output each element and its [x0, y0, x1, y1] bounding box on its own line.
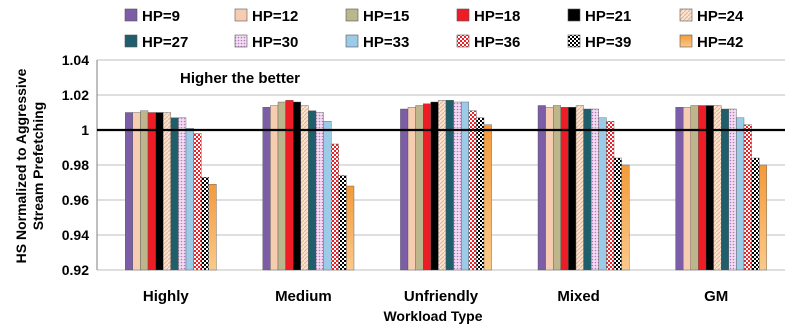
x-tick-label: Mixed: [557, 288, 600, 305]
bar-hp-21-mixed: [568, 107, 577, 271]
bar-hp-12-unfriendly: [407, 107, 416, 271]
x-axis-title: Workload Type: [383, 308, 482, 324]
bar-hp-33-gm: [736, 117, 745, 271]
legend-label: HP=27: [142, 34, 188, 51]
bar-hp-21-highly: [155, 112, 164, 271]
bar-hp-39-gm: [751, 157, 760, 271]
bar-hp-36-mixed: [606, 121, 615, 271]
y-tick-label: 0.92: [62, 262, 89, 278]
y-tick-label: 1.02: [62, 87, 89, 103]
bar-hp-15-medium: [277, 101, 286, 271]
bar-hp-12-gm: [683, 107, 692, 271]
bar-hp-30-gm: [728, 108, 737, 271]
bar-hp-27-medium: [308, 110, 317, 271]
legend-label: HP=36: [474, 34, 520, 51]
bar-hp-42-unfriendly: [483, 124, 492, 271]
bars: [124, 100, 768, 271]
legend-label: HP=39: [585, 34, 631, 51]
y-tick-label: 0.98: [62, 157, 89, 173]
bar-hp-36-unfriendly: [468, 110, 477, 271]
x-tick-label: Unfriendly: [404, 288, 479, 305]
x-tick-label: Highly: [143, 288, 189, 305]
bar-hp-27-gm: [721, 108, 730, 271]
legend-label: HP=42: [697, 34, 743, 51]
y-tick-label: 1: [81, 122, 89, 138]
bar-hp-21-medium: [293, 101, 302, 271]
x-tick-label: Medium: [275, 288, 332, 305]
bar-hp-18-highly: [147, 112, 156, 271]
bar-hp-15-highly: [140, 110, 149, 271]
legend-label: HP=12: [252, 8, 298, 25]
legend-swatch: [124, 8, 138, 22]
bar-hp-33-mixed: [598, 117, 607, 271]
bar-hp-39-mixed: [613, 157, 622, 271]
legend-label: HP=18: [474, 8, 520, 25]
legend-label: HP=24: [697, 8, 744, 25]
legend-label: HP=15: [363, 8, 409, 25]
legend-swatch: [234, 34, 248, 48]
bar-hp-18-unfriendly: [423, 103, 432, 271]
legend-swatch: [456, 8, 470, 22]
bar-hp-27-highly: [170, 117, 179, 271]
x-tick-label: GM: [704, 288, 728, 305]
bar-hp-12-mixed: [545, 107, 554, 271]
bar-hp-42-medium: [346, 185, 355, 271]
y-tick-label: 0.94: [62, 227, 89, 243]
bar-hp-30-unfriendly: [453, 101, 462, 271]
y-tick-label: 1.04: [62, 52, 89, 68]
bar-hp-9-gm: [675, 107, 684, 271]
legend-swatch: [124, 34, 138, 48]
axes: 0.92 0.94 0.96 0.98 1 1.02 1.04 Highly Medium Unf…: [62, 52, 785, 305]
legend-label: HP=30: [252, 34, 298, 51]
bar-hp-18-mixed: [560, 107, 569, 271]
bar-hp-30-medium: [315, 112, 324, 271]
bar-hp-33-medium: [323, 121, 332, 271]
bar-hp-27-mixed: [583, 108, 592, 271]
bar-hp-36-highly: [193, 133, 202, 271]
bar-hp-39-unfriendly: [476, 117, 485, 271]
bar-hp-42-mixed: [621, 164, 630, 271]
legend-swatch: [679, 34, 693, 48]
legend-swatch: [679, 8, 693, 22]
legend-swatch: [234, 8, 248, 22]
legend-label: HP=33: [363, 34, 409, 51]
bar-hp-18-medium: [285, 100, 294, 271]
bar-hp-30-mixed: [591, 108, 600, 271]
bar-hp-30-highly: [178, 117, 187, 271]
legend-label: HP=21: [585, 8, 631, 25]
bar-hp-9-highly: [124, 112, 133, 271]
bar-hp-36-medium: [331, 143, 340, 271]
bar-hp-33-highly: [185, 128, 194, 271]
legend-swatch: [345, 34, 359, 48]
bar-hp-9-unfriendly: [400, 108, 409, 271]
y-tick-label: 0.96: [62, 192, 89, 208]
legend-swatch: [345, 8, 359, 22]
bar-hp-39-medium: [338, 175, 347, 271]
bar-hp-39-highly: [200, 177, 209, 271]
bar-hp-21-unfriendly: [430, 101, 439, 271]
bar-hp-24-unfriendly: [438, 100, 447, 271]
bar-hp-36-gm: [743, 124, 752, 271]
legend-label: HP=9: [142, 8, 180, 25]
annotation-text: Higher the better: [180, 70, 300, 87]
bar-hp-42-highly: [208, 184, 217, 271]
bar-hp-33-unfriendly: [461, 101, 470, 271]
bar-hp-42-gm: [759, 164, 768, 271]
legend-swatch: [456, 34, 470, 48]
bar-hp-9-medium: [262, 107, 271, 271]
legend: HP=9 HP=12 HP=15 HP=18 HP=21 HP=24 HP=27 HP=30 H…: [124, 8, 744, 51]
y-axis-title-line-2: Stream Prefetching: [30, 102, 46, 230]
legend-swatch: [567, 34, 581, 48]
bar-hp-24-highly: [162, 112, 171, 271]
bar-hp-12-highly: [132, 112, 141, 271]
legend-swatch: [567, 8, 581, 22]
bar-hp-27-unfriendly: [445, 100, 454, 271]
y-axis-title-line-1: HS Normalized to Aggressive: [13, 68, 29, 263]
